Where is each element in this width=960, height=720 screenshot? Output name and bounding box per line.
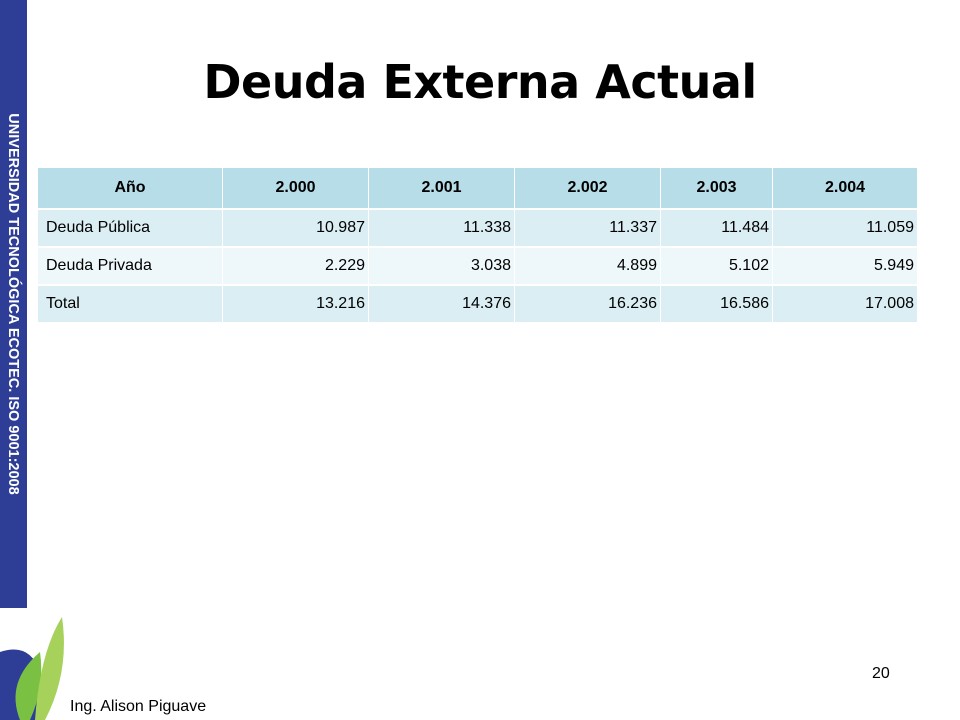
logo [0, 617, 64, 720]
value-cell: 5.102 [660, 246, 773, 285]
author: Ing. Alison Piguave [70, 698, 207, 715]
value-cell: 17.008 [772, 284, 918, 322]
header-row: Año 2.000 2.001 2.002 2.003 2.004 [38, 168, 918, 209]
header-cell: 2.004 [772, 168, 918, 209]
value-cell: 16.586 [660, 284, 773, 322]
value-cell: 10.987 [222, 208, 369, 247]
table-row: Total 13.216 14.376 16.236 16.586 17.008 [38, 284, 918, 322]
row-label: Deuda Pública [38, 208, 223, 247]
row-label: Deuda Privada [38, 246, 223, 285]
table-row: Deuda Pública 10.987 11.338 11.337 11.484 11.… [38, 208, 918, 247]
value-cell: 2.229 [222, 246, 369, 285]
value-cell: 11.059 [772, 208, 918, 247]
debt-table: Año 2.000 2.001 2.002 2.003 2.004 Deuda Públi… [38, 168, 918, 322]
logo-leaf [35, 617, 64, 720]
header-cell: 2.002 [514, 168, 661, 209]
logo-leaf [15, 652, 42, 720]
value-cell: 11.338 [368, 208, 515, 247]
value-cell: 5.949 [772, 246, 918, 285]
value-cell: 4.899 [514, 246, 661, 285]
header-cell: 2.000 [222, 168, 369, 209]
value-cell: 16.236 [514, 284, 661, 322]
table-row: Deuda Privada 2.229 3.038 4.899 5.102 5.949 [38, 246, 918, 285]
value-cell: 13.216 [222, 284, 369, 322]
sidebar: UNIVERSIDAD TECNOLÓGICA ECOTEC. ISO 9001… [0, 0, 27, 608]
slide-title: Deuda Externa Actual [203, 55, 757, 109]
row-label: Total [38, 284, 223, 322]
sidebar-text: UNIVERSIDAD TECNOLÓGICA ECOTEC. ISO 9001… [5, 113, 21, 495]
table-body: Deuda Pública 10.987 11.338 11.337 11.484 11.… [38, 208, 918, 322]
page-number: 20 [872, 665, 890, 682]
value-cell: 14.376 [368, 284, 515, 322]
header-cell: 2.001 [368, 168, 515, 209]
value-cell: 3.038 [368, 246, 515, 285]
value-cell: 11.484 [660, 208, 773, 247]
header-cell: Año [38, 168, 223, 209]
value-cell: 11.337 [514, 208, 661, 247]
header-cell: 2.003 [660, 168, 773, 209]
